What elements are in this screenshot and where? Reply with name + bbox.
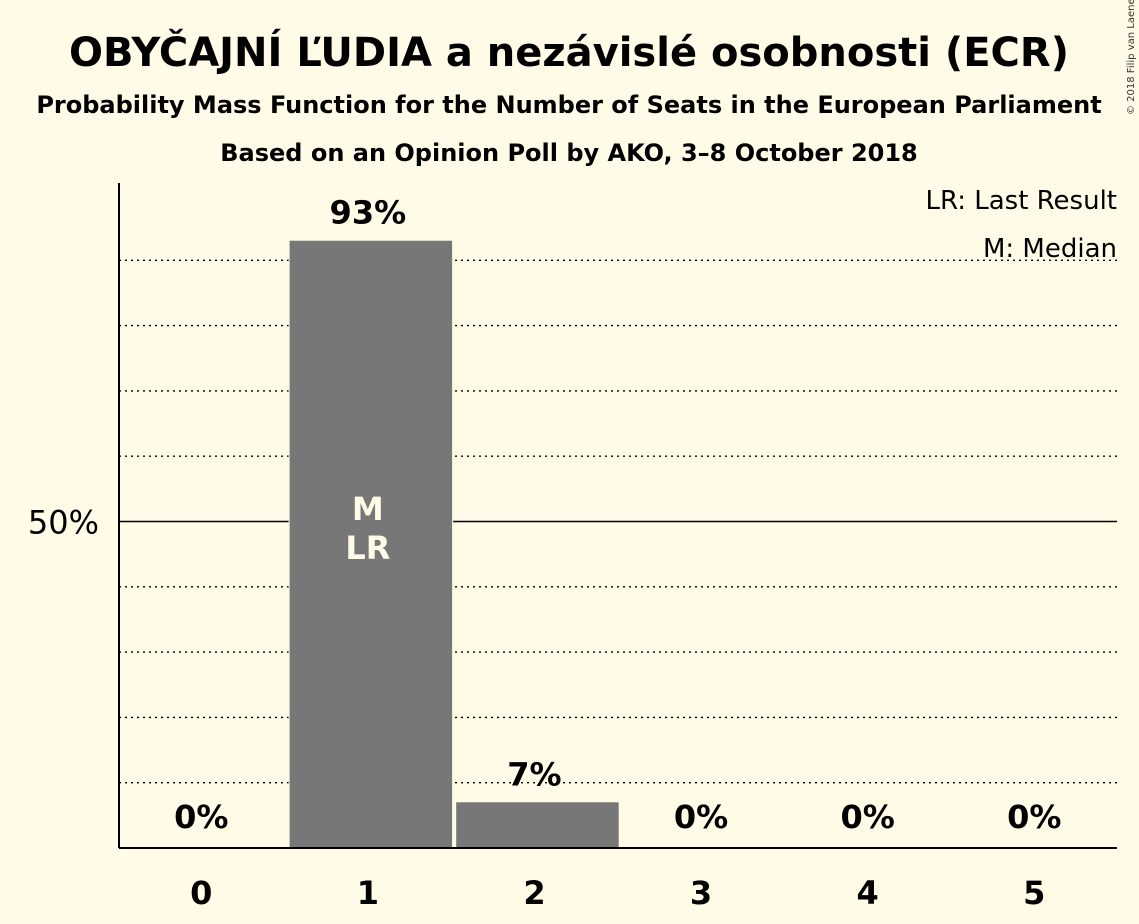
bar-annotation-lr: LR (345, 529, 390, 567)
bar-2 (456, 802, 619, 848)
value-label-5: 0% (1007, 798, 1061, 836)
chart-subtitle: Probability Mass Function for the Number… (36, 91, 1101, 119)
gridlines (119, 259, 1117, 784)
y-tick-label-50: 50% (28, 504, 99, 542)
legend-median: M: Median (983, 234, 1117, 264)
x-tick-label-0: 0 (190, 874, 212, 912)
legend-last-result: LR: Last Result (925, 186, 1117, 216)
x-tick-label-1: 1 (357, 874, 379, 912)
value-label-0: 0% (174, 798, 228, 836)
copyright-note: © 2018 Filip van Laenen (1126, 0, 1137, 115)
value-label-4: 0% (840, 798, 894, 836)
chart-source: Based on an Opinion Poll by AKO, 3–8 Oct… (220, 139, 918, 167)
data-labels: 0% 0 93% MLR 1 7% 2 0% 3 0% 4 0% 5 50% (28, 194, 1062, 912)
x-tick-label-3: 3 (690, 874, 712, 912)
value-label-2: 7% (507, 755, 561, 793)
x-tick-label-5: 5 (1023, 874, 1045, 912)
axes (118, 183, 1117, 849)
chart-title: OBYČAJNÍ ĽUDIA a nezávislé osobnosti (EC… (69, 28, 1069, 76)
bar-1 (289, 240, 453, 848)
bars (288, 237, 620, 848)
x-tick-label-4: 4 (857, 874, 879, 912)
value-label-3: 0% (674, 798, 728, 836)
bar-annotation-m: M (352, 490, 384, 528)
x-tick-label-2: 2 (523, 874, 545, 912)
value-label-1: 93% (330, 194, 407, 232)
